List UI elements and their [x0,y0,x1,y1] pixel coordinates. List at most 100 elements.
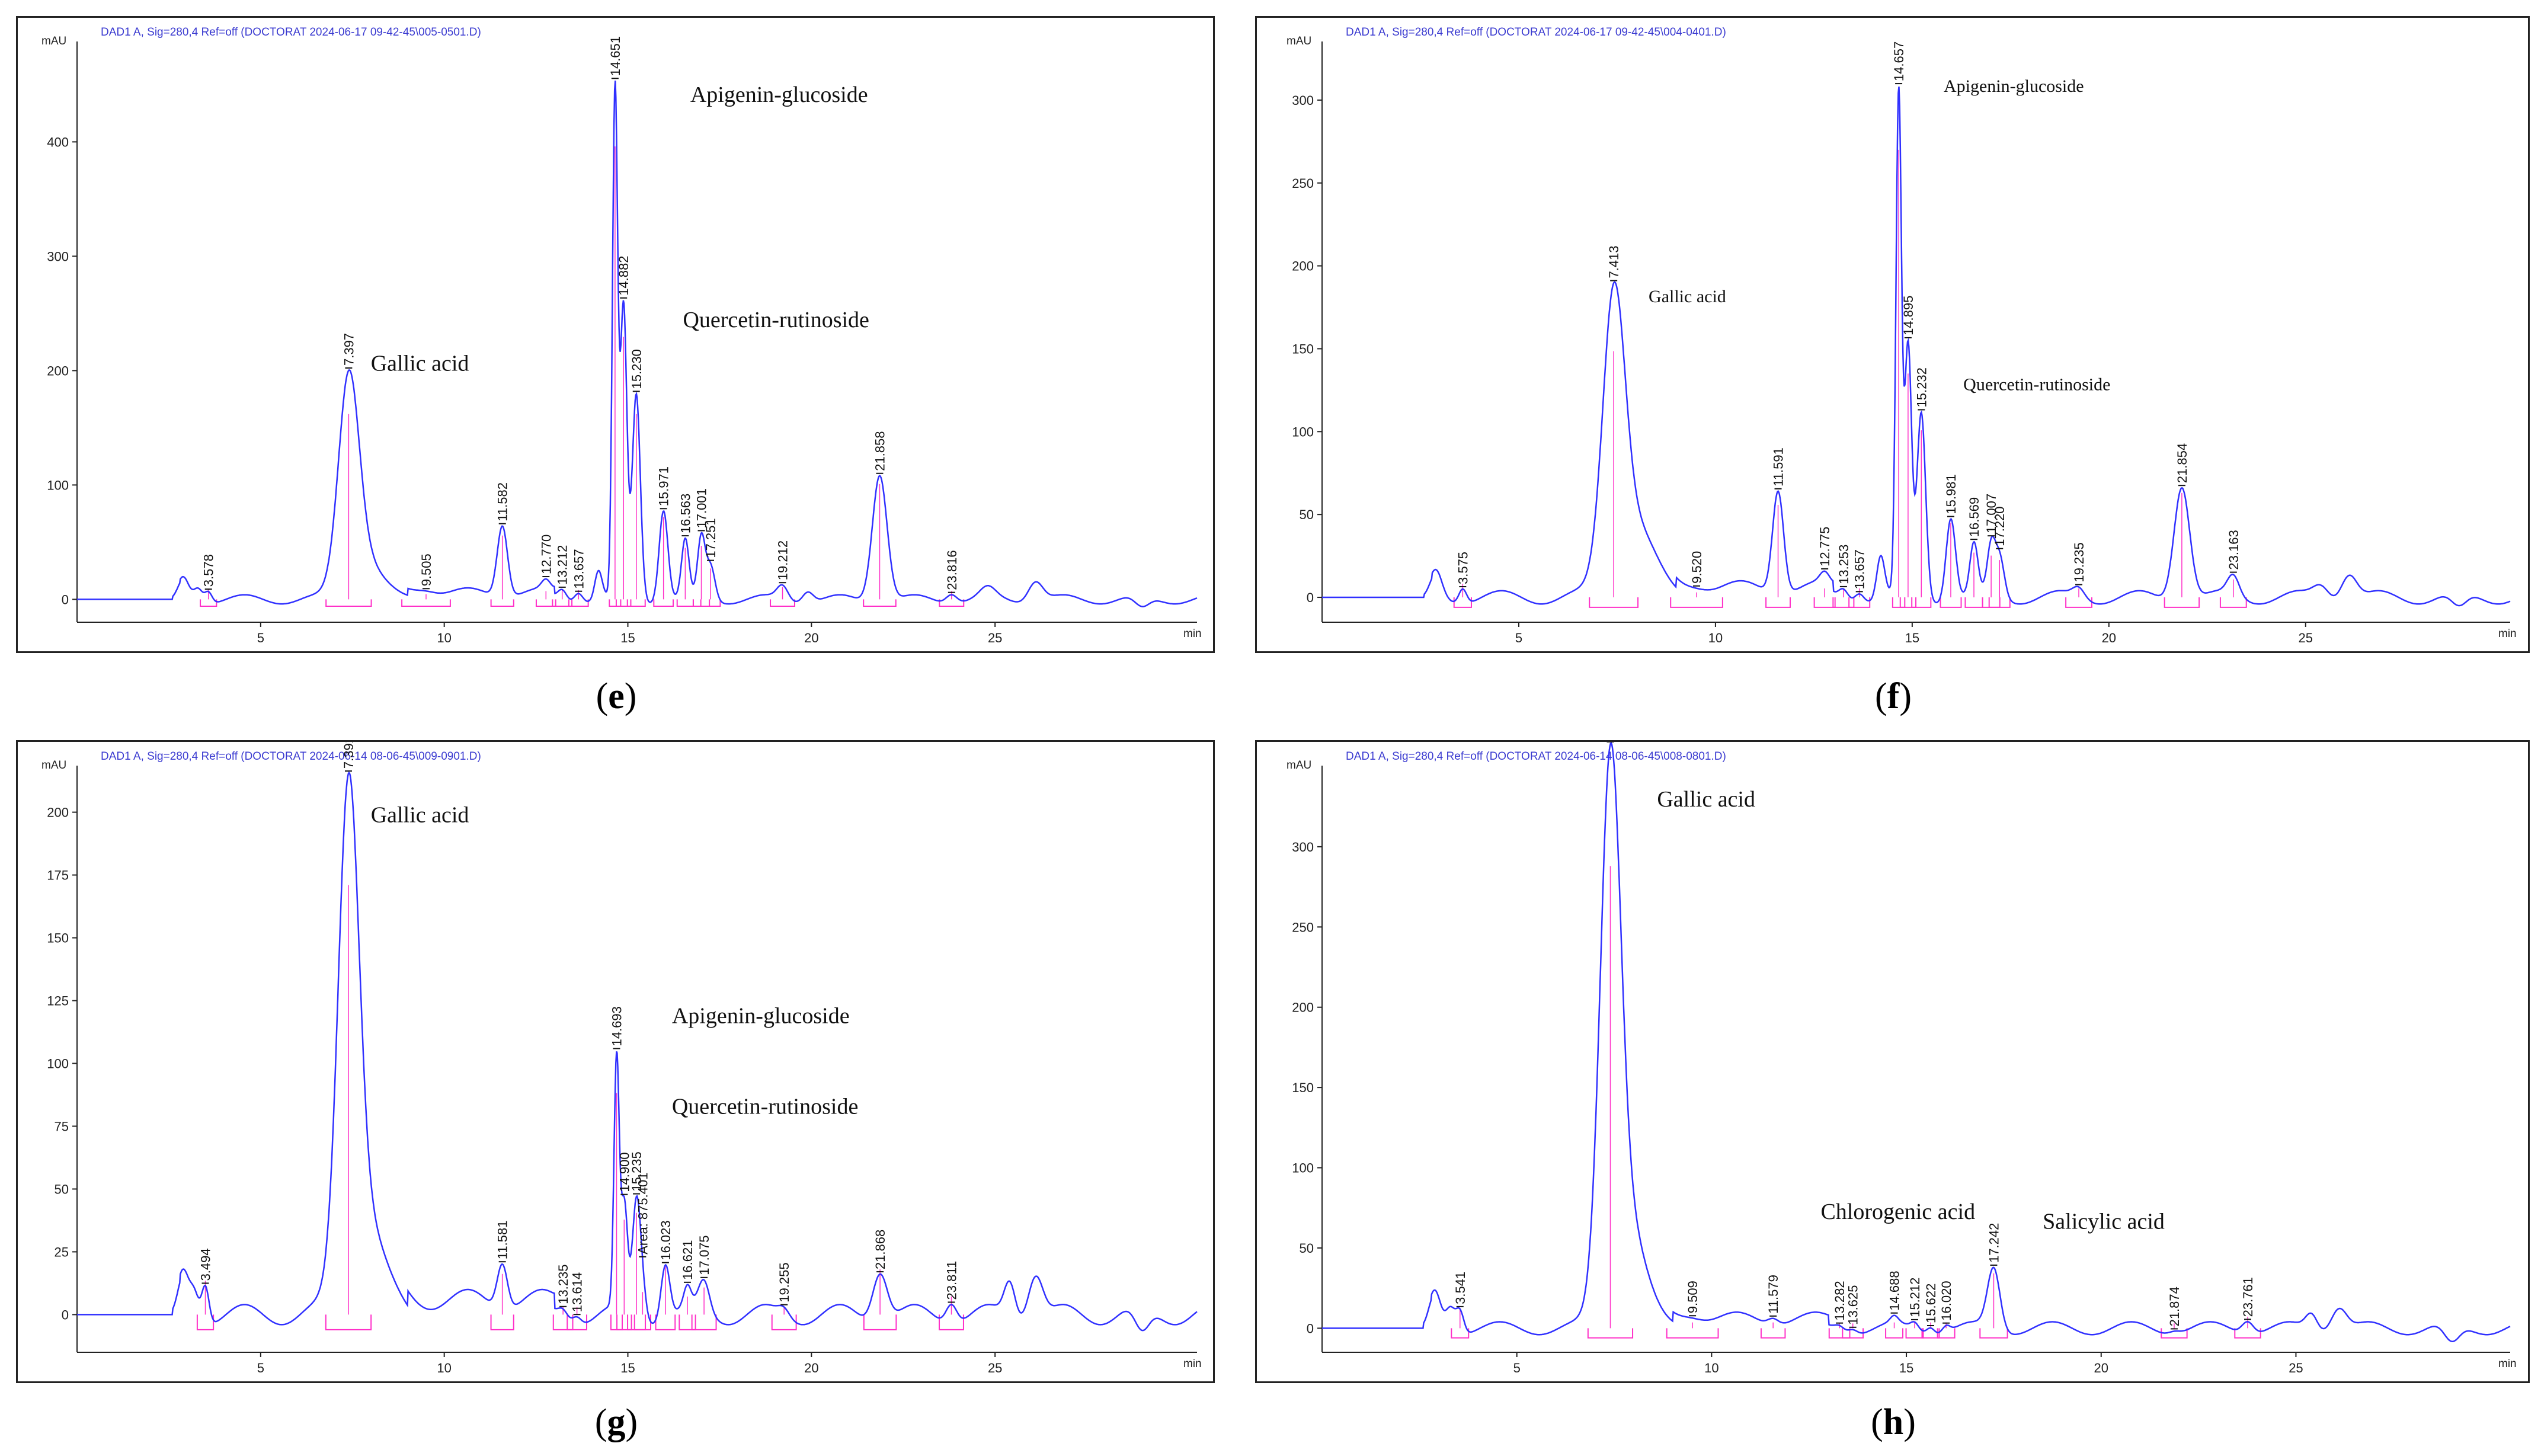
retention-time-label: 23.816 [945,550,959,590]
retention-time-label: 11.591 [1771,447,1786,487]
peak-baseline [655,1314,676,1330]
chart-header: DAD1 A, Sig=280,4 Ref=off (DOCTORAT 2024… [1346,26,1726,39]
x-tick-label: 10 [437,631,451,645]
retention-time-label: 13.282 [1832,1281,1847,1320]
retention-time-label: 16.563 [678,494,693,533]
retention-time-label: 15.232 [1914,367,1929,407]
chart-svg-f: DAD1 A, Sig=280,4 Ref=off (DOCTORAT 2024… [1286,26,2517,645]
chromatogram-panel-h: DAD1 A, Sig=280,4 Ref=off (DOCTORAT 2024… [1255,740,2530,1383]
peak-baseline [939,599,965,607]
peak-baseline [863,1314,897,1330]
chart-svg-h: DAD1 A, Sig=280,4 Ref=off (DOCTORAT 2024… [1286,742,2517,1375]
x-tick-label: 5 [1515,631,1522,645]
peak-baseline [552,1314,574,1330]
retention-time-label: 9.520 [1689,551,1704,584]
x-tick-label: 5 [1513,1361,1521,1375]
peak-baseline [1905,1328,1924,1339]
retention-time-label: 17.220 [1992,506,2007,546]
retention-time-label: 23.163 [2226,530,2241,569]
retention-time-label: 9.509 [1685,1281,1700,1313]
compound-annotation: Gallic acid [371,803,469,828]
caption-h-letter: h [1883,1402,1904,1442]
retention-time-label: 17.001 [695,488,709,528]
peak-baseline [1670,597,1723,608]
peak-baseline [401,599,451,607]
chart-header: DAD1 A, Sig=280,4 Ref=off (DOCTORAT 2024… [1346,750,1726,763]
peak-baseline [616,1314,632,1330]
peak-baseline [1760,1328,1786,1339]
x-tick-label: 5 [257,631,264,645]
x-tick-label: 5 [257,1361,264,1375]
peak-baseline [325,1314,372,1330]
retention-time-label: 12.775 [1817,527,1832,567]
y-tick-label: 0 [1307,1321,1314,1336]
peak-baseline [1940,597,1962,608]
retention-time-label: 15.230 [629,349,644,389]
y-axis-label: mAU [1286,759,1311,772]
x-tick-label: 10 [1708,631,1723,645]
y-tick-label: 200 [1292,1000,1314,1015]
retention-time-label: 14.693 [609,1006,624,1046]
y-tick-label: 300 [1292,93,1314,108]
retention-time-label: 15.235 [629,1151,644,1191]
peak-baseline [771,1314,797,1330]
retention-time-label: 21.874 [2167,1287,2182,1326]
retention-time-label: 13.625 [1846,1285,1861,1324]
x-tick-label: 25 [988,631,1002,645]
peak-baseline [700,599,721,607]
peak-baseline [676,599,694,607]
caption-e: (e) [596,676,637,716]
retention-time-label: 19.255 [777,1262,792,1302]
retention-time-label: 14.882 [616,256,631,296]
peak-baseline [1765,597,1791,608]
retention-time-label: 11.582 [495,482,510,521]
y-tick-label: 300 [47,249,69,264]
compound-annotation: Quercetin-rutinoside [683,308,869,332]
retention-time-label: 13.657 [571,549,586,588]
x-axis-label: min [2498,628,2517,640]
peak-baseline [863,599,897,607]
peak-baseline [2234,1328,2261,1339]
peak-baseline [1982,597,2001,608]
y-tick-label: 175 [47,868,69,883]
retention-time-label: 14.657 [1892,41,1906,81]
retention-time-label: 15.622 [1924,1284,1938,1323]
peak-baseline [1587,1328,1634,1339]
retention-time-label: 3.541 [1453,1272,1468,1304]
peak-baseline [1899,597,1917,608]
retention-time-label: 16.020 [1939,1281,1954,1320]
compound-annotation: Salicylic acid [2043,1209,2165,1234]
peak-baseline [627,1314,647,1330]
x-tick-label: 25 [2299,631,2313,645]
x-tick-label: 20 [2094,1361,2108,1375]
peak-baseline [200,599,217,607]
peak-baseline [1911,597,1932,608]
y-tick-label: 100 [47,1057,69,1071]
caption-h: (h) [1871,1402,1916,1442]
peak-baseline [1921,1328,1940,1339]
retention-time-label: 16.621 [680,1240,695,1280]
x-tick-label: 15 [620,1361,635,1375]
y-tick-label: 250 [1292,176,1314,191]
retention-time-label: 7.413 [1606,245,1621,278]
y-tick-label: 0 [62,592,69,607]
peak-baseline [1892,597,1906,608]
peak-baseline [325,599,372,607]
peak-baseline [1979,1328,2008,1339]
retention-time-label: 15.981 [1944,474,1958,514]
retention-time-label: 17.007 [1984,494,1999,533]
y-tick-label: 0 [62,1307,69,1322]
retention-time-label: 14.895 [1901,296,1916,335]
chromatogram-trace [1322,742,2511,1343]
retention-time-label: 13.657 [1852,549,1867,589]
retention-time-label: 14.651 [608,36,623,76]
peak-baseline [196,1314,215,1330]
peak-baseline [770,599,795,607]
y-tick-label: 100 [1292,424,1314,439]
chart-header: DAD1 A, Sig=280,4 Ref=off (DOCTORAT 2024… [101,26,481,39]
x-tick-label: 15 [1899,1361,1913,1375]
retention-time-label: 19.212 [776,540,791,580]
peak-baseline [535,599,556,607]
chromatogram-panel-g: DAD1 A, Sig=280,4 Ref=off (DOCTORAT 2024… [16,740,1215,1383]
retention-time-label: 14.688 [1887,1271,1902,1310]
